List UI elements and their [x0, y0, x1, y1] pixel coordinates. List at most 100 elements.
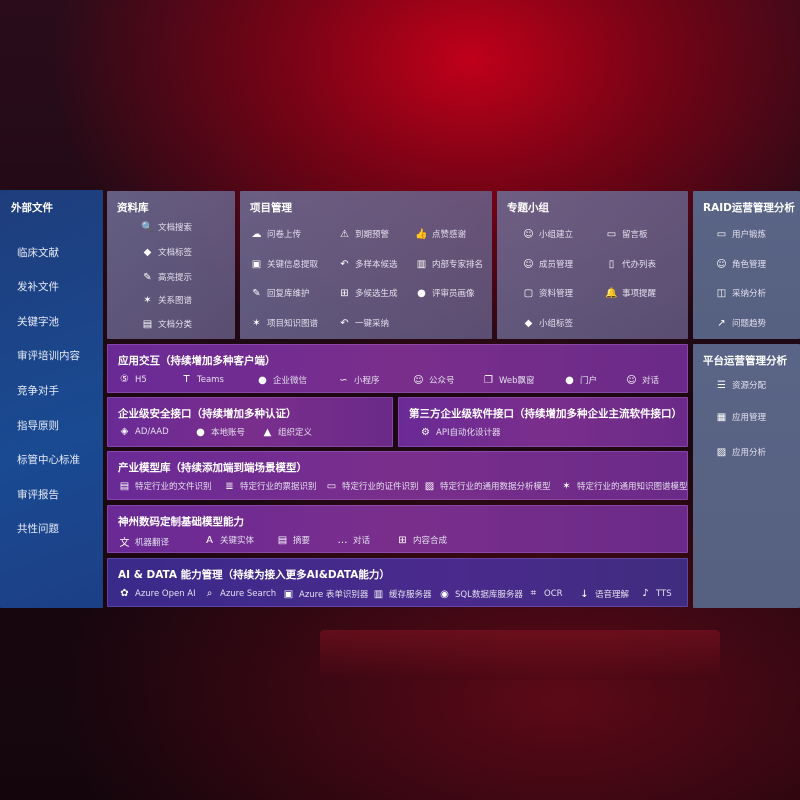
- feature-item[interactable]: ≣ 特定行业的票据识别: [223, 480, 316, 493]
- feature-item[interactable]: ▢ 资料管理: [522, 287, 573, 300]
- feature-item[interactable]: ✎ 回复库维护: [250, 287, 309, 300]
- feature-item[interactable]: ✶ 关系图谱: [141, 294, 192, 307]
- feature-label: 内部专家排名: [432, 260, 484, 270]
- feature-item[interactable]: ● 门户: [563, 374, 597, 387]
- sidebar-item[interactable]: 审评报告: [17, 489, 59, 501]
- form-icon: ▣: [283, 588, 294, 600]
- sidebar-item[interactable]: 发补文件: [17, 281, 59, 293]
- panel-aidata: AI & DATA 能力管理（持续为接入更多AI&DATA能力） ✿ Azure O…: [107, 558, 688, 607]
- cloud-upload-icon: ☁: [251, 228, 262, 240]
- sidebar-item[interactable]: 关键字池: [17, 316, 59, 328]
- feature-item[interactable]: ✶ 项目知识图谱: [250, 317, 318, 330]
- feature-label: AD/AAD: [135, 426, 169, 437]
- feature-label: SQL数据库服务器: [455, 590, 523, 600]
- panel-title: 专题小组: [507, 202, 549, 214]
- background-floor: [320, 630, 720, 680]
- feature-item[interactable]: ▭ 用户锻炼: [715, 228, 766, 241]
- feature-item[interactable]: ✿ Azure Open AI: [118, 588, 195, 599]
- feature-item[interactable]: ↗ 问题趋势: [715, 317, 766, 330]
- feature-item[interactable]: ▯ 代办列表: [605, 258, 656, 271]
- feature-item[interactable]: ◆ 小组标签: [522, 317, 573, 330]
- feature-label: API自动化设计器: [436, 428, 501, 438]
- alarm-icon: ⚠: [340, 228, 349, 240]
- feature-item[interactable]: ▣ Azure 表单识别器: [282, 588, 369, 601]
- sidebar-item[interactable]: 审评培训内容: [17, 350, 80, 362]
- feature-item[interactable]: ● 企业微信: [256, 374, 307, 387]
- sidebar-item[interactable]: 临床文献: [17, 247, 59, 259]
- tag-icon: ◆: [524, 317, 533, 329]
- feature-item[interactable]: ▤ 摘要: [276, 534, 310, 547]
- feature-label: 应用管理: [732, 413, 767, 423]
- feature-item[interactable]: ● 本地账号: [194, 426, 245, 439]
- panel-group: 专题小组 ☺ 小组建立 ▭ 留言板 ☺ 成员管理 ▯ 代办列表 ▢ 资料管理 🔔 事项提醒 ◆ 小组标签: [497, 191, 688, 339]
- feature-item[interactable]: ↓ 语音理解: [578, 588, 630, 601]
- graph-icon: ✶: [143, 294, 152, 306]
- feature-label: 到期预警: [355, 230, 390, 240]
- feature-item[interactable]: ▭ 留言板: [605, 228, 648, 241]
- feature-item[interactable]: 文机器翻译: [118, 534, 170, 550]
- sidebar-item[interactable]: 指导原则: [17, 420, 59, 432]
- thumbs-up-icon: 👍: [415, 228, 428, 240]
- feature-item[interactable]: ▥ 缓存服务器: [372, 588, 432, 601]
- feature-item[interactable]: ♪ TTS: [639, 588, 671, 599]
- feature-item[interactable]: 🔔 事项提醒: [605, 287, 656, 300]
- feature-label: 公众号: [429, 376, 455, 386]
- feature-item[interactable]: 🔍 文档搜索: [141, 221, 192, 234]
- feature-item[interactable]: 👍 点赞感谢: [415, 228, 466, 241]
- feature-item[interactable]: ◆ 文档标签: [141, 246, 192, 259]
- feature-item[interactable]: ∽ 小程序: [337, 374, 379, 387]
- feature-label: 资源分配: [732, 381, 767, 391]
- feature-item[interactable]: ☺ 小组建立: [522, 228, 573, 241]
- feature-item[interactable]: ▦ 应用管理: [715, 411, 767, 424]
- feature-item[interactable]: ⑤ H5: [118, 374, 147, 385]
- feature-item[interactable]: ▲ 组织定义: [261, 426, 312, 439]
- teams-icon: T: [183, 374, 190, 385]
- feature-item[interactable]: ◉ SQL数据库服务器: [438, 588, 523, 601]
- feature-item[interactable]: ● 评审员画像: [415, 287, 474, 300]
- feature-item[interactable]: ✶ 特定行业的通用知识图谱模型: [560, 480, 687, 493]
- feature-item[interactable]: ▣ 关键信息提取: [250, 258, 318, 271]
- feature-label: 一键采纳: [355, 319, 390, 329]
- feature-item[interactable]: ▨ 应用分析: [715, 446, 766, 459]
- feature-item[interactable]: ▤ 特定行业的文件识别: [118, 480, 212, 493]
- feature-label: 多样本候选: [355, 260, 398, 270]
- bbs-icon: ▭: [606, 228, 617, 240]
- sidebar-item[interactable]: 共性问题: [17, 523, 59, 535]
- feature-item[interactable]: ↶ 一键采纳: [338, 317, 390, 330]
- feature-item[interactable]: … 对话: [336, 534, 371, 547]
- feature-item[interactable]: ⚙ API自动化设计器: [419, 426, 501, 439]
- feature-item[interactable]: A 关键实体: [203, 534, 254, 547]
- feature-item[interactable]: ☺ 公众号: [412, 374, 455, 387]
- feature-item[interactable]: T Teams: [180, 374, 223, 385]
- speech-icon: ↓: [580, 588, 589, 600]
- feature-item[interactable]: ⊞ 多候选生成: [338, 287, 397, 300]
- feature-item[interactable]: ◫ 采纳分析: [715, 287, 766, 300]
- feature-item[interactable]: ☺ 成员管理: [522, 258, 573, 271]
- feature-label: 语音理解: [595, 590, 630, 600]
- sidebar-item[interactable]: 竞争对手: [17, 385, 59, 397]
- feature-item[interactable]: ⌗ OCR: [527, 588, 563, 599]
- feature-item[interactable]: ❐ Web飘窗: [482, 374, 535, 387]
- feature-item[interactable]: ☁ 问卷上传: [250, 228, 302, 241]
- sidebar-item[interactable]: 标管中心标准: [17, 454, 80, 466]
- feature-item[interactable]: ☰ 资源分配: [715, 379, 767, 392]
- panel-title: AI & DATA 能力管理（持续为接入更多AI&DATA能力）: [118, 569, 390, 581]
- database-icon: ◉: [440, 588, 449, 600]
- panel-title: RAID运营管理分析: [703, 202, 795, 214]
- feature-item[interactable]: ⚠ 到期预警: [338, 228, 390, 241]
- panel-raid: RAID运营管理分析 ▭ 用户锻炼 ☺ 角色管理 ◫ 采纳分析 ↗ 问题趋势: [693, 191, 800, 339]
- ranking-icon: ▥: [416, 258, 427, 270]
- feature-item[interactable]: ◈ AD/AAD: [118, 426, 169, 437]
- feature-item[interactable]: ▤ 文档分类: [141, 318, 192, 331]
- feature-item[interactable]: ⊞ 内容合成: [396, 534, 447, 547]
- feature-item[interactable]: ☺ 对话: [625, 374, 659, 387]
- feature-label: 高亮提示: [158, 273, 193, 283]
- feature-item[interactable]: ✎ 高亮提示: [141, 271, 193, 284]
- feature-item[interactable]: ↶ 多样本候选: [338, 258, 398, 271]
- feature-item[interactable]: ☺ 角色管理: [715, 258, 766, 271]
- feature-item[interactable]: ▨ 特定行业的通用数据分析模型: [423, 480, 551, 493]
- feature-item[interactable]: ▥ 内部专家排名: [415, 258, 484, 271]
- feature-item[interactable]: ▭ 特定行业的证件识别: [325, 480, 419, 493]
- feature-item[interactable]: ⌕ Azure Search: [203, 588, 276, 599]
- search-icon: ⌕: [206, 588, 213, 599]
